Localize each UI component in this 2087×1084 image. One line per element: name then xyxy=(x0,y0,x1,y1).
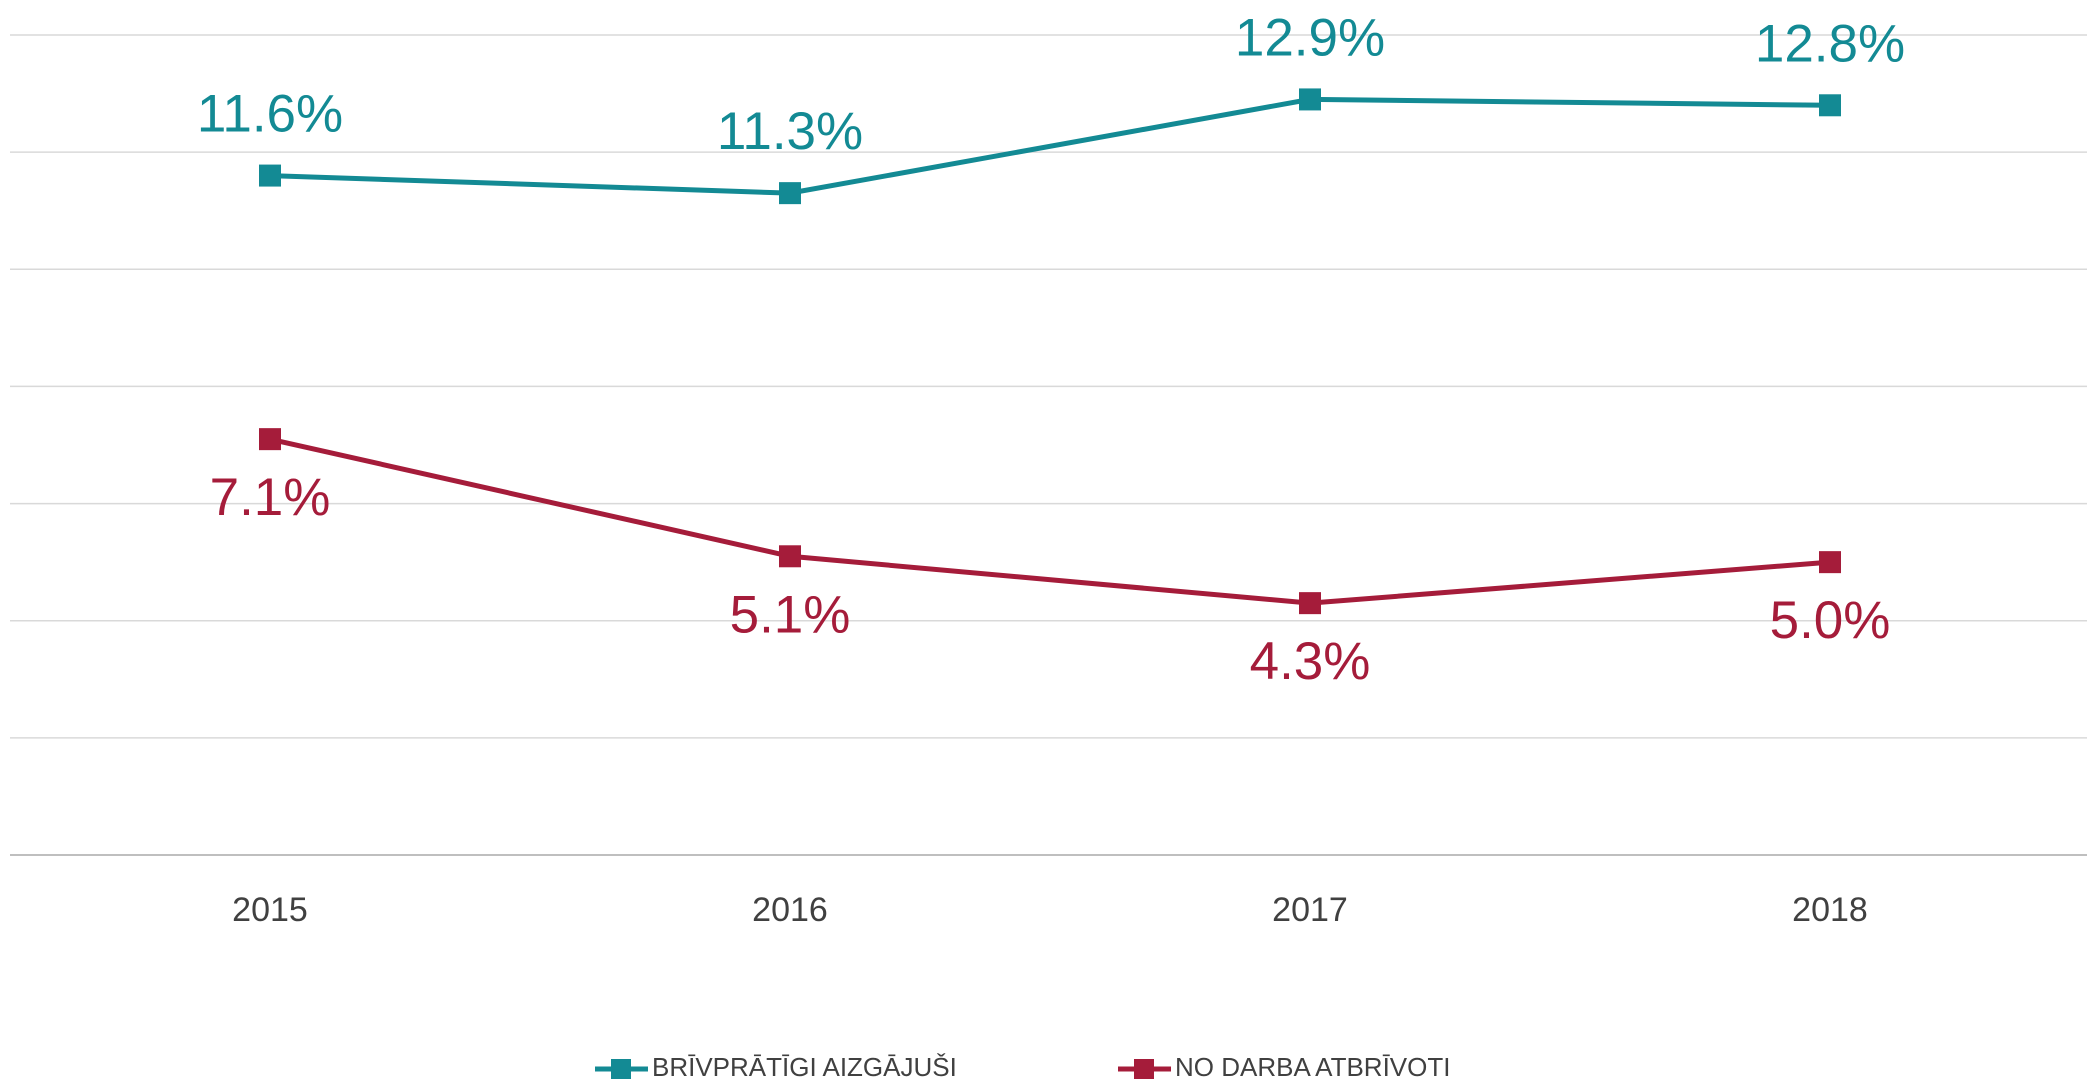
value-label: 5.0% xyxy=(1770,591,1891,650)
legend-label: NO DARBA ATBRĪVOTI xyxy=(1175,1052,1450,1082)
x-tick-label: 2018 xyxy=(1792,891,1868,929)
x-tick-label: 2016 xyxy=(752,891,828,929)
marker xyxy=(259,164,281,187)
value-label: 12.8% xyxy=(1755,14,1905,73)
series-line xyxy=(269,436,1831,606)
marker xyxy=(259,428,281,451)
value-label: 11.6% xyxy=(197,85,343,144)
value-label: 4.3% xyxy=(1250,632,1371,691)
marker xyxy=(1299,88,1321,111)
marker xyxy=(779,545,801,568)
legend-marker xyxy=(1134,1059,1154,1079)
value-label: 11.3% xyxy=(717,102,863,161)
marker xyxy=(779,182,801,205)
series-line xyxy=(269,96,1831,196)
legend-marker xyxy=(611,1059,631,1079)
marker xyxy=(1819,551,1841,574)
x-tick-label: 2015 xyxy=(232,891,308,929)
value-label: 7.1% xyxy=(210,468,331,527)
x-tick-label: 2017 xyxy=(1272,891,1348,929)
legend-label: BRĪVPRĀTĪGI AIZGĀJUŠI xyxy=(652,1052,957,1082)
value-label: 12.9% xyxy=(1235,8,1385,67)
marker xyxy=(1299,592,1321,615)
marker xyxy=(1819,94,1841,117)
value-label: 5.1% xyxy=(730,585,851,644)
